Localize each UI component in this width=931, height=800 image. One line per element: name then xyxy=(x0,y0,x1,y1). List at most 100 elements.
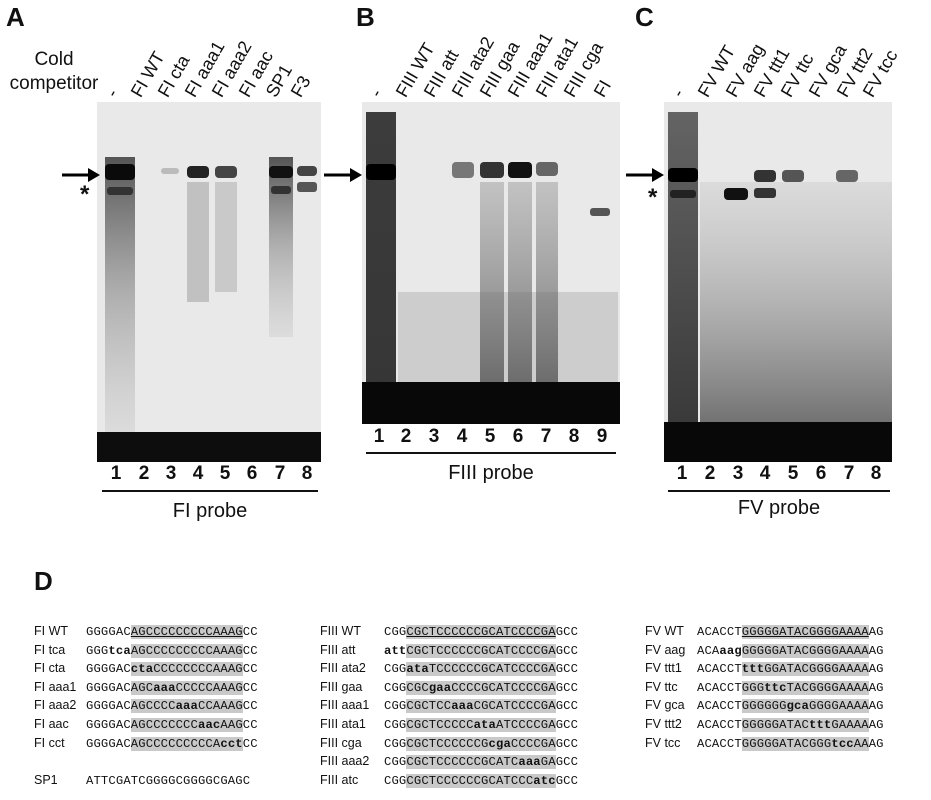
binding-site-highlight: ctaCCCCCCCCAAAG xyxy=(130,662,243,677)
sequence-text: CGGCGCgaaCCCCGCATCCCCGAGCC xyxy=(384,680,579,695)
binding-site-highlight: CGCTCCCCCCGCATCCCCGA xyxy=(406,643,556,658)
arrow-icon xyxy=(626,168,664,182)
binding-site-highlight: AGCCCCaaaCCAAAG xyxy=(130,699,243,714)
sequence-text: GGGGACAGCCCCCCCCCAAAGCC xyxy=(86,625,258,639)
lane-number: 6 xyxy=(246,463,258,484)
sequence-name: FV tcc xyxy=(645,735,681,750)
sequence-text: ACACCTGGGGGGgcaGGGGAAAAAG xyxy=(697,699,884,714)
binding-site-highlight: AGCCCCCCCaacAAG xyxy=(130,717,243,732)
sequence-row: FI aaa1 GGGGACAGCaaaCCCCCAAAGCC xyxy=(34,678,258,697)
lane-number: 8 xyxy=(870,463,882,484)
sequence-text: GGGtcaAGCCCCCCCCCAAAGCC xyxy=(86,643,258,658)
sequence-text: GGGGACAGCCCCCCCaacAAGCC xyxy=(86,717,258,732)
sequence-name: FIII ata1 xyxy=(320,716,366,731)
sequence-name: FI aac xyxy=(34,716,69,731)
probe-label-b: FIII probe xyxy=(448,462,534,484)
lane-number: 6 xyxy=(815,463,827,484)
lane-number: 4 xyxy=(456,426,468,447)
lane-number: 8 xyxy=(301,463,313,484)
gel-b-bands xyxy=(362,112,620,424)
cold-competitor-label: Cold competitor xyxy=(8,48,100,96)
binding-site-highlight: AGCCCCCCCCCAAAG xyxy=(130,625,243,639)
sequence-name: FV ttt2 xyxy=(645,716,682,731)
sequence-name: FV aag xyxy=(645,642,686,657)
sequence-row: FI aac GGGGACAGCCCCCCCaacAAGCC xyxy=(34,715,258,734)
sequence-row: FV gca ACACCTGGGGGGgcaGGGGAAAAAG xyxy=(645,696,884,715)
lane-number: 3 xyxy=(428,426,440,447)
sequence-text: CGGataTCCCCCCGCATCCCCGAGCC xyxy=(384,662,579,677)
sequence-row: FI cta GGGGACctaCCCCCCCCAAAGCC xyxy=(34,659,258,678)
sequence-name: FI cta xyxy=(34,661,66,676)
sequence-row: FV ttt1 ACACCTtttGGATACGGGGAAAAAG xyxy=(645,659,884,678)
lane-label: - xyxy=(365,85,387,101)
sequence-name: FIII gaa xyxy=(320,679,363,694)
probe-label-a: FI probe xyxy=(172,500,248,522)
sequence-row: FIII WT CGGCGCTCCCCCCGCATCCCCGAGCC xyxy=(320,622,578,641)
sequence-column-fv: FV WT ACACCTGGGGGATACGGGGAAAAAG FV aag ACAa… xyxy=(645,622,884,752)
sequence-text: ACACCTGGGttcTACGGGGAAAAAG xyxy=(697,680,884,695)
sequence-row: FI cct GGGGACAGCCCCCCCCCAcctCC xyxy=(34,734,258,753)
lane-number: 1 xyxy=(373,426,385,447)
binding-site-highlight: GGGGGATACtttGAAAA xyxy=(741,717,869,732)
sequence-text: CGGCGCTCCCCCCGCATCCCCGAGCC xyxy=(384,625,579,639)
binding-site-highlight: CGCTCCCCCCGcgaCCCCGA xyxy=(406,736,556,751)
cold-competitor-line-1: Cold xyxy=(34,49,74,70)
binding-site-highlight: GGGGGATACGGGGAAAA xyxy=(741,643,869,658)
sequence-column-fi: FI WT GGGGACAGCCCCCCCCCAAAGCC FI tca GGGtca… xyxy=(34,622,258,789)
arrow-icon xyxy=(62,168,100,182)
binding-site-highlight: CGCTCCCCCataATCCCCGA xyxy=(406,717,556,732)
panel-letter-a: A xyxy=(6,2,25,32)
binding-site-highlight: CGCTCCCCCCGCATCCCatc xyxy=(406,773,556,788)
lane-label: FI xyxy=(589,76,616,101)
sequence-row: FIII cga CGGCGCTCCCCCCGcgaCCCCGAGCC xyxy=(320,734,578,753)
sequence-row: FV ttc ACACCTGGGttcTACGGGGAAAAAG xyxy=(645,678,884,697)
probe-underline-a xyxy=(102,490,318,492)
binding-site-highlight: AGCCCCCCCCCAcct xyxy=(130,736,243,751)
sequence-name: FV WT xyxy=(645,624,684,638)
probe-label-c: FV probe xyxy=(737,497,821,519)
sequence-name: FI WT xyxy=(34,624,69,638)
cold-competitor-line-2: competitor xyxy=(9,73,99,94)
sequence-row: FIII atc CGGCGCTCCCCCCGCATCCCatcGCC xyxy=(320,771,578,790)
probe-underline-b xyxy=(366,452,616,454)
binding-site-highlight: CGCTCCCCCCGCATCaaaGA xyxy=(406,755,556,770)
lane-label: - xyxy=(667,85,689,101)
sequence-name: FIII aaa1 xyxy=(320,698,370,713)
lane-number: 8 xyxy=(568,426,580,447)
sequence-name: FV ttc xyxy=(645,679,678,694)
sequence-name: FI aaa1 xyxy=(34,679,77,694)
sequence-row: FIII ata1 CGGCGCTCCCCCataATCCCCGAGCC xyxy=(320,715,578,734)
sequence-name: SP1 xyxy=(34,772,58,787)
lane-number: 2 xyxy=(400,426,412,447)
binding-site-highlight: AGCaaaCCCCCAAAG xyxy=(130,680,243,695)
lane-number: 1 xyxy=(110,463,122,484)
sequence-text: ACACCTGGGGGATACtttGAAAAAG xyxy=(697,717,884,732)
sequence-text: GGGGACAGCCCCCCCCCAcctCC xyxy=(86,736,258,751)
sequence-row: FV WT ACACCTGGGGGATACGGGGAAAAAG xyxy=(645,622,884,641)
star-icon: * xyxy=(80,181,90,208)
sequence-row: FV ttt2 ACACCTGGGGGATACtttGAAAAAG xyxy=(645,715,884,734)
panel-letter-b: B xyxy=(356,2,375,32)
sequence-text: CGGCGCTCCCCCCGcgaCCCCGAGCC xyxy=(384,736,579,751)
lane-number: 2 xyxy=(704,463,716,484)
gel-c-bands xyxy=(664,112,892,462)
binding-site-highlight: CGCTCCCCCCGCATCCCCGA xyxy=(406,625,556,639)
sequence-text: ACACCTGGGGGATACGGGtccAAAG xyxy=(697,736,884,751)
sequence-row xyxy=(34,752,258,771)
sequence-column-fiii: FIII WT CGGCGCTCCCCCCGCATCCCCGAGCC FIII at… xyxy=(320,622,578,789)
binding-site-highlight: CGCgaaCCCCGCATCCCCGA xyxy=(406,680,556,695)
gel-a-bands xyxy=(97,157,321,462)
sequence-text: ATTCGATCGGGGCGGGGCGAGC xyxy=(86,773,251,788)
gel-image-a xyxy=(97,102,321,462)
sequence-text: GGGGACAGCCCCaaaCCAAAGCC xyxy=(86,699,258,714)
arrow-icon xyxy=(324,168,362,182)
sequence-row: FIII gaa CGGCGCgaaCCCCGCATCCCCGAGCC xyxy=(320,678,578,697)
sequence-name: FIII cga xyxy=(320,735,362,750)
lane-number: 5 xyxy=(787,463,799,484)
lane-number: 3 xyxy=(165,463,177,484)
binding-site-highlight: GGGGGATACGGGGAAAA xyxy=(741,625,869,639)
binding-site-highlight: CGCTCCaaaCGCATCCCCGA xyxy=(406,699,556,714)
lane-number: 2 xyxy=(138,463,150,484)
sequence-name: FIII atc xyxy=(320,772,359,787)
sequence-text: ACACCTtttGGATACGGGGAAAAAG xyxy=(697,662,884,677)
